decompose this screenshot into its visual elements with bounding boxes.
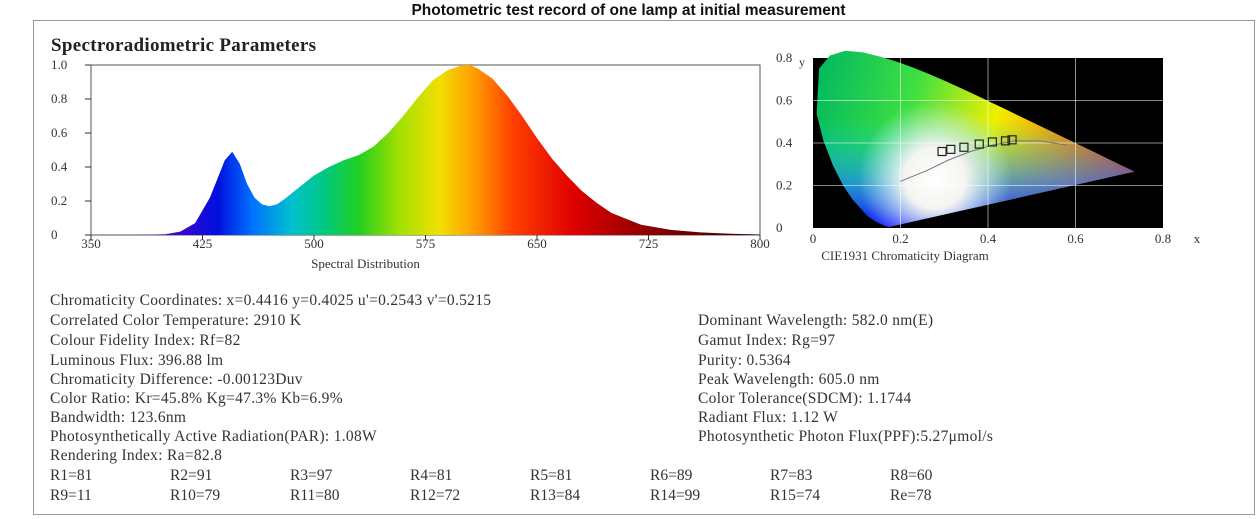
x-tick-label: 500 <box>304 236 324 251</box>
r-value: R2=91 <box>170 467 213 484</box>
cie-x-axis-label: CIE1931 Chromaticity Diagram <box>821 248 989 263</box>
chromaticity-coordinates: Chromaticity Coordinates: x=0.4416 y=0.4… <box>50 292 492 309</box>
r-value: R10=79 <box>170 487 221 504</box>
y-tick-label: 0 <box>51 227 58 242</box>
cie-gamut-white <box>816 50 1135 227</box>
x-axis-label: Spectral Distribution <box>311 256 420 271</box>
charts-canvas: 0 0.2 0.4 0.6 0.8 1.0 350 425 500 575 650 725 800 Spe… <box>51 50 1201 271</box>
bandwidth: Bandwidth: 123.6nm <box>50 409 187 426</box>
r-value: R5=81 <box>530 467 573 484</box>
cie-x-tick-label: 0 <box>810 231 817 246</box>
cie-x-tick-label: 0.8 <box>1155 231 1171 246</box>
r-value: R4=81 <box>410 467 453 484</box>
luminous-flux: Luminous Flux: 396.88 lm <box>50 352 224 369</box>
section-title: Spectroradiometric Parameters <box>51 35 317 56</box>
r-value: R15=74 <box>770 487 821 504</box>
r-value: R7=83 <box>770 467 813 484</box>
chromaticity-point <box>946 144 956 154</box>
chromaticity-point <box>987 137 997 147</box>
r-value: Re=78 <box>890 487 932 504</box>
color-ratio: Color Ratio: Kr=45.8% Kg=47.3% Kb=6.9% <box>50 390 343 407</box>
ppf: Photosynthetic Photon Flux(PPF):5.27μmol… <box>698 428 994 445</box>
r-value: R3=97 <box>290 467 333 484</box>
x-tick-label: 350 <box>81 236 101 251</box>
y-tick-label: 0.8 <box>51 91 67 106</box>
dominant-wavelength: Dominant Wavelength: 582.0 nm(E) <box>698 312 934 329</box>
cie-y-tick-label: 0.6 <box>776 93 793 108</box>
rendering-index: Rendering Index: Ra=82.8 <box>50 447 223 464</box>
correlated-color-temperature: Correlated Color Temperature: 2910 K <box>50 312 302 329</box>
x-tick-label: 575 <box>416 236 436 251</box>
cie-y-axis-label: y <box>799 55 805 69</box>
r-value: R9=11 <box>50 487 92 504</box>
chromaticity-point <box>974 139 984 149</box>
cie-x-tick-label: 0.2 <box>892 231 908 246</box>
par: Photosynthetically Active Radiation(PAR)… <box>50 428 377 445</box>
chromaticity-difference: Chromaticity Difference: -0.00123Duv <box>50 371 303 388</box>
chromaticity-point <box>959 142 969 152</box>
y-tick-label: 0.2 <box>51 193 67 208</box>
cie-y-tick-label: 0.4 <box>776 135 793 150</box>
y-tick-label: 0.6 <box>51 125 68 140</box>
x-tick-label: 650 <box>527 236 547 251</box>
cie-x-tick-label: 0.6 <box>1067 231 1084 246</box>
r-value: R13=84 <box>530 487 581 504</box>
cie-chromaticity-chart: 0 0.2 0.4 0.6 0.8 y 0 0.2 0.4 0.6 0.8 x CIE1931 Chro… <box>776 50 1201 263</box>
colour-fidelity-index: Colour Fidelity Index: Rf=82 <box>50 332 241 349</box>
chromaticity-point <box>1000 136 1011 146</box>
spectral-curve-area <box>135 65 761 235</box>
r-value: R12=72 <box>410 487 461 504</box>
gamut-index: Gamut Index: Rg=97 <box>698 332 836 349</box>
r-value: R1=81 <box>50 467 93 484</box>
cie-y-tick-label: 0.2 <box>776 178 792 193</box>
r-value: R11=80 <box>290 487 340 504</box>
cie-x-tick-label: x <box>1194 231 1201 246</box>
peak-wavelength: Peak Wavelength: 605.0 nm <box>698 371 880 388</box>
cie-y-tick-label: 0 <box>776 220 783 235</box>
r-value: R6=89 <box>650 467 693 484</box>
x-tick-label: 725 <box>639 236 659 251</box>
x-tick-label: 425 <box>193 236 213 251</box>
r-value: R14=99 <box>650 487 701 504</box>
y-tick-label: 0.4 <box>51 159 68 174</box>
y-tick-label: 1.0 <box>51 57 67 72</box>
x-tick-label: 800 <box>750 236 770 251</box>
cie-y-tick-label: 0.8 <box>776 50 792 65</box>
report-frame <box>33 20 1255 515</box>
spectral-distribution-chart: 0 0.2 0.4 0.6 0.8 1.0 350 425 500 575 650 725 800 Spe… <box>51 57 770 271</box>
chromaticity-point <box>937 146 947 157</box>
color-tolerance: Color Tolerance(SDCM): 1.1744 <box>698 390 912 407</box>
report-title: Photometric test record of one lamp at i… <box>411 2 846 19</box>
chromaticity-point <box>1007 135 1017 145</box>
radiant-flux: Radiant Flux: 1.12 W <box>698 409 839 426</box>
cie-x-tick-label: 0.4 <box>980 231 997 246</box>
r-value: R8=60 <box>890 467 933 484</box>
purity: Purity: 0.5364 <box>698 352 791 369</box>
